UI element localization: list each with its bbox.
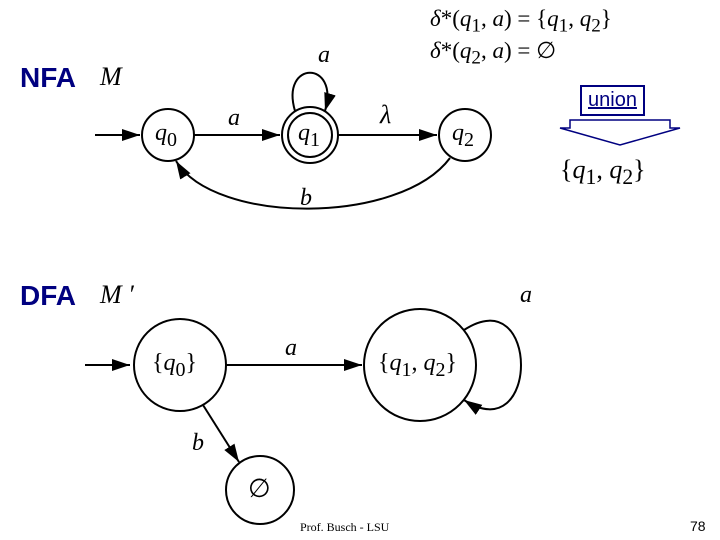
nfa-q1-label: q1 — [298, 120, 320, 152]
dfa-empty-label: ∅ — [248, 474, 271, 504]
nfa-b-label: b — [300, 185, 312, 212]
dfa-loop-a-label: a — [520, 282, 532, 309]
nfa-q2-label: q2 — [452, 120, 474, 152]
union-arrow-shape — [560, 120, 680, 145]
dfa-edge-b — [203, 405, 239, 462]
page-number: 78 — [690, 518, 706, 534]
footer-text: Prof. Busch - LSU — [300, 520, 389, 535]
dfa-s0-label: {q0} — [152, 350, 197, 382]
dfa-edge-a-label: a — [285, 335, 297, 362]
dfa-edge-b-label: b — [192, 430, 204, 457]
nfa-lambda-label: λ — [380, 100, 391, 130]
dfa-Mprime: M ′ — [100, 280, 134, 310]
dfa-s12-label: {q1, q2} — [378, 350, 457, 382]
nfa-q0-label: q0 — [155, 120, 177, 152]
nfa-edge-q2-q0 — [176, 158, 450, 209]
nfa-loop-q1 — [293, 73, 328, 111]
nfa-edge-a1-label: a — [228, 105, 240, 132]
nfa-loop-a-label: a — [318, 42, 330, 69]
result-set: {q1, q2} — [560, 155, 646, 190]
nfa-M: M — [100, 62, 122, 92]
